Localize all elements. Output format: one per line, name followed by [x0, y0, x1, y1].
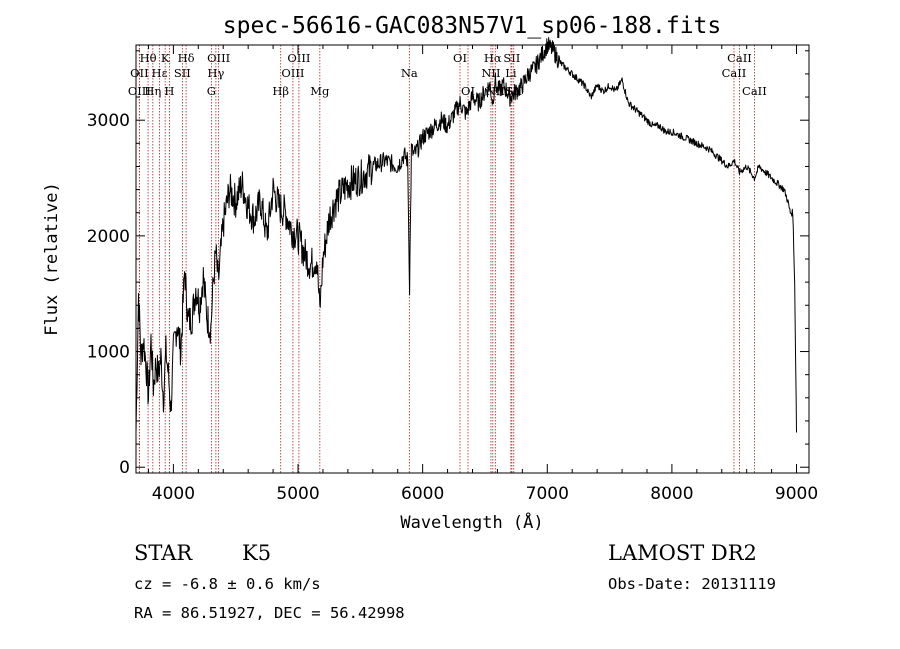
spectrum-series	[135, 37, 797, 433]
line-marker-label-25: CaII	[727, 51, 752, 65]
line-marker-label-20: SII	[503, 51, 520, 65]
line-marker-label-15: Mg	[310, 84, 330, 98]
observation-date: Obs-Date: 20131119	[608, 575, 776, 593]
x-tick-label-7000: 7000	[526, 484, 569, 504]
line-marker-label-12: OIII	[287, 51, 310, 65]
y-tick-label-2000: 2000	[87, 227, 130, 247]
line-marker-label-5: Hη	[144, 84, 161, 98]
line-marker-label-2: OIII	[128, 84, 151, 98]
line-marker-label-17: OI	[453, 51, 467, 65]
line-marker-label-3: Hε	[152, 66, 168, 80]
object-class: STAR	[134, 541, 193, 565]
line-marker-label-21: NII	[481, 66, 500, 80]
line-marker-label-27: CaII	[742, 84, 767, 98]
line-marker-label-8: Hδ	[178, 51, 195, 65]
line-marker-label-11: G	[207, 84, 216, 98]
x-tick-label-9000: 9000	[775, 484, 818, 504]
line-marker-label-19: Hα	[484, 51, 502, 65]
coordinates-readout: RA = 86.51927, DEC = 56.42998	[134, 604, 405, 622]
line-marker-label-9: OIII	[207, 51, 230, 65]
object-subclass: K5	[242, 541, 271, 565]
chart-title: spec-56616-GAC083N57V1_sp06-188.fits	[223, 13, 722, 39]
line-marker-label-26: CaII	[722, 66, 747, 80]
x-axis-label: Wavelength (Å)	[400, 511, 543, 533]
y-axis-label: Flux (relative)	[42, 182, 62, 336]
x-tick-label-8000: 8000	[650, 484, 693, 504]
line-marker-label-13: OIII	[281, 66, 304, 80]
y-axis-ticks: 0 1000 2000 3000	[87, 50, 809, 478]
line-marker-label-16: Na	[401, 66, 418, 80]
x-tick-label-5000: 5000	[276, 484, 319, 504]
survey-name: LAMOST DR2	[608, 541, 757, 565]
line-marker-label-6: H	[164, 84, 174, 98]
plot-frame	[135, 44, 810, 474]
line-marker-label-7: SII	[174, 66, 191, 80]
line-marker-label-22: Li	[505, 66, 517, 80]
x-tick-label-4000: 4000	[152, 484, 195, 504]
x-tick-label-6000: 6000	[401, 484, 444, 504]
y-tick-label-1000: 1000	[87, 343, 130, 363]
spectrum-line	[135, 37, 797, 433]
line-marker-label-14: Hβ	[272, 84, 289, 98]
y-tick-label-3000: 3000	[87, 111, 130, 131]
x-axis-ticks: 4000 5000 6000 7000 8000 9000	[147, 45, 818, 504]
line-marker-label-0: Hθ	[140, 51, 157, 65]
line-marker-label-10: Hγ	[207, 66, 224, 80]
redshift-readout: cz = -6.8 ± 0.6 km/s	[134, 575, 321, 593]
line-marker-label-4: K	[161, 51, 170, 65]
y-tick-label-0: 0	[119, 458, 130, 478]
